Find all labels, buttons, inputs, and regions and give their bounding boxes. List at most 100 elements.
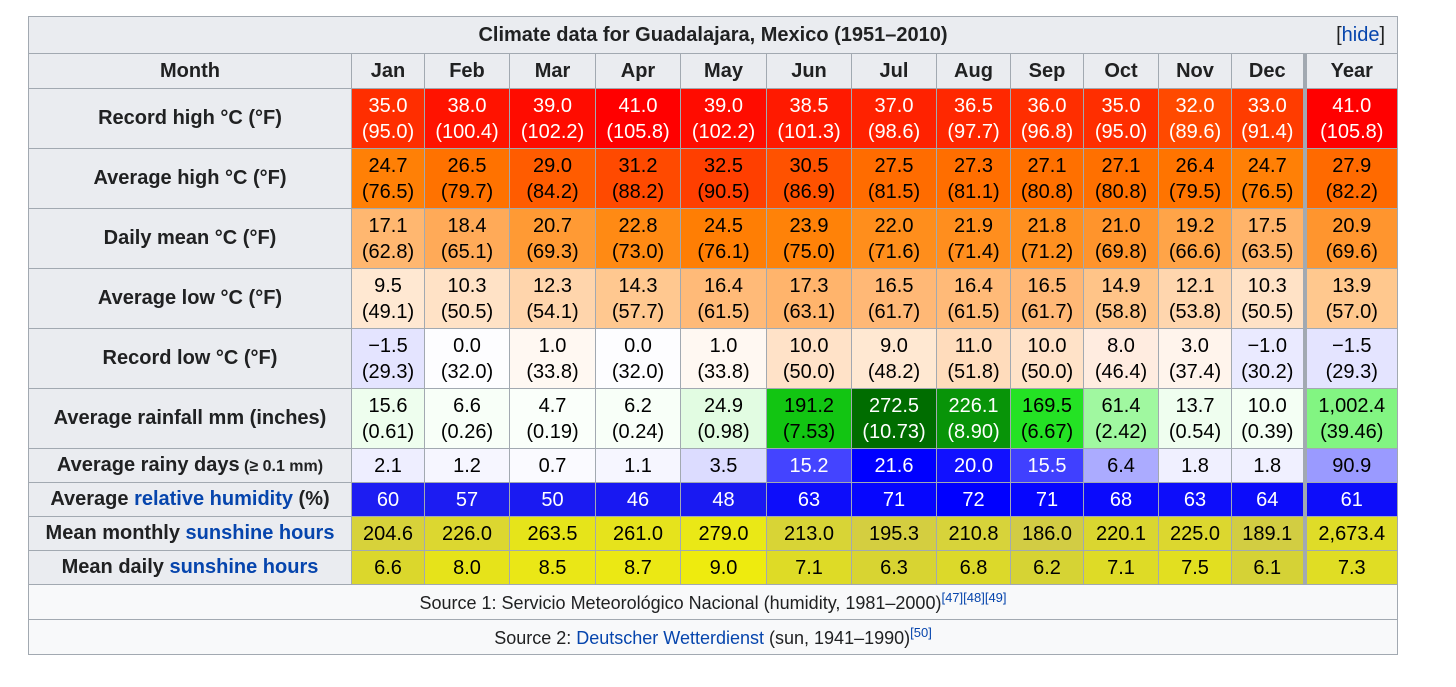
value-celsius: 29.0 xyxy=(533,154,572,177)
value-fahrenheit: (57.7) xyxy=(611,300,665,323)
year-value-cell: −1.5 (29.3) xyxy=(1302,328,1399,389)
value-cell: 189.1 xyxy=(1231,516,1305,551)
value-celsius: 10.0 xyxy=(789,334,829,357)
source-2: Source 2: Deutscher Wetterdienst (sun, 1… xyxy=(27,619,1399,655)
row-label-prefix: Mean monthly xyxy=(45,522,186,544)
value-celsius: −1.5 xyxy=(368,334,408,357)
ref-50-link[interactable]: [50] xyxy=(910,625,932,640)
value-cell: 71 xyxy=(1010,482,1084,517)
value-cell: 63 xyxy=(766,482,852,517)
value-cell: 21.6 xyxy=(851,448,937,483)
value-fahrenheit: (29.3) xyxy=(1325,360,1378,383)
year-value-cell: 27.9 (82.2) xyxy=(1302,148,1399,209)
value-fahrenheit: (79.7) xyxy=(440,180,494,203)
value-celsius: 22.0 xyxy=(874,214,914,237)
value-fahrenheit: (81.1) xyxy=(947,180,1000,203)
value-fahrenheit: (61.7) xyxy=(867,300,921,323)
value-cell: 3.5 xyxy=(680,448,767,483)
value-cell: 72 xyxy=(936,482,1011,517)
value-cell: 7.1 xyxy=(766,550,852,585)
hide-link[interactable]: hide xyxy=(1341,24,1380,46)
value-cell: 10.0 (50.0) xyxy=(1010,328,1084,389)
climate-table: Climate data for Guadalajara, Mexico (19… xyxy=(27,16,1399,655)
value-fahrenheit: (62.8) xyxy=(361,240,415,263)
value-cell: 6.4 xyxy=(1083,448,1159,483)
value-cell: 7.5 xyxy=(1158,550,1232,585)
row-label: Record high °C (°F) xyxy=(28,88,352,149)
month-header-mar: Mar xyxy=(509,53,596,89)
value-cell: 11.0 (51.8) xyxy=(936,328,1011,389)
value-cell: 10.0 (0.39) xyxy=(1231,388,1305,449)
value-fahrenheit: (76.1) xyxy=(697,240,750,263)
source-2-refs: [50] xyxy=(910,625,932,640)
value-celsius: 23.9 xyxy=(789,214,829,237)
value-cell: 9.0 xyxy=(680,550,767,585)
value-cell: 13.7 (0.54) xyxy=(1158,388,1232,449)
value-cell: 39.0 (102.2) xyxy=(680,88,767,149)
value-celsius: 3.0 xyxy=(1181,334,1209,357)
value-celsius: 37.0 xyxy=(874,94,914,117)
source-2-suffix: (sun, 1941–1990) xyxy=(764,628,911,648)
value-celsius: 9.0 xyxy=(880,334,908,357)
value-fahrenheit: (98.6) xyxy=(867,120,921,143)
value-cell: 36.5 (97.7) xyxy=(936,88,1011,149)
value-celsius: 21.9 xyxy=(954,214,993,237)
value-fahrenheit: (8.90) xyxy=(947,420,1000,443)
row-label: Mean monthly sunshine hours xyxy=(28,516,352,551)
row-label: Daily mean °C (°F) xyxy=(28,208,352,269)
value-cell: 1.0 (33.8) xyxy=(680,328,767,389)
value-fahrenheit: (50.0) xyxy=(782,360,836,383)
value-fahrenheit: (50.5) xyxy=(440,300,494,323)
value-fahrenheit: (96.8) xyxy=(1020,120,1074,143)
row-label-link[interactable]: sunshine hours xyxy=(185,522,335,544)
value-fahrenheit: (6.67) xyxy=(1020,420,1074,443)
value-fahrenheit: (0.26) xyxy=(440,420,494,443)
value-cell: −1.5 (29.3) xyxy=(351,328,425,389)
value-fahrenheit: (101.3) xyxy=(777,120,841,143)
value-celsius: 16.4 xyxy=(704,274,743,297)
table-title: Climate data for Guadalajara, Mexico (19… xyxy=(478,23,948,46)
row-label: Average high °C (°F) xyxy=(28,148,352,209)
value-cell: 6.6 xyxy=(351,550,425,585)
value-fahrenheit: (84.2) xyxy=(526,180,579,203)
row-label-link[interactable]: relative humidity xyxy=(134,488,293,510)
value-fahrenheit: (88.2) xyxy=(611,180,665,203)
value-celsius: 9.5 xyxy=(374,274,402,297)
value-cell: 18.4 (65.1) xyxy=(424,208,510,269)
value-fahrenheit: (0.54) xyxy=(1168,420,1222,443)
value-celsius: 36.5 xyxy=(954,94,993,117)
value-cell: 6.8 xyxy=(936,550,1011,585)
value-celsius: 15.6 xyxy=(368,394,408,417)
value-celsius: 27.1 xyxy=(1101,154,1141,177)
month-header-feb: Feb xyxy=(424,53,510,89)
month-header-apr: Apr xyxy=(595,53,681,89)
value-fahrenheit: (33.8) xyxy=(526,360,579,383)
month-header-jan: Jan xyxy=(351,53,425,89)
row-label: Average rainfall mm (inches) xyxy=(28,388,352,449)
month-header-aug: Aug xyxy=(936,53,1011,89)
table-row: Record low °C (°F) −1.5 (29.3) 0.0 (32.0) 1.0… xyxy=(28,328,1399,389)
value-fahrenheit: (82.2) xyxy=(1325,180,1378,203)
value-celsius: 11.0 xyxy=(954,334,993,357)
row-label-link[interactable]: sunshine hours xyxy=(169,556,319,578)
year-value-cell: 2,673.4 xyxy=(1302,516,1399,551)
value-fahrenheit: (73.0) xyxy=(611,240,665,263)
ref-47-link[interactable]: [47] xyxy=(941,590,964,605)
value-fahrenheit: (69.6) xyxy=(1325,240,1378,263)
value-celsius: 17.5 xyxy=(1247,214,1287,237)
ref-48-link[interactable]: [48] xyxy=(963,590,985,605)
value-celsius: −1.0 xyxy=(1247,334,1287,357)
row-label: Average relative humidity (%) xyxy=(28,482,352,517)
value-cell: 12.3 (54.1) xyxy=(509,268,596,329)
value-celsius: 1.0 xyxy=(538,334,567,357)
value-fahrenheit: (61.5) xyxy=(947,300,1000,323)
month-header: Month xyxy=(28,53,352,89)
value-fahrenheit: (100.4) xyxy=(435,120,499,143)
value-celsius: 33.0 xyxy=(1247,94,1287,117)
value-fahrenheit: (79.5) xyxy=(1168,180,1222,203)
deutscher-wetterdienst-link[interactable]: Deutscher Wetterdienst xyxy=(576,628,765,648)
value-cell: 272.5 (10.73) xyxy=(851,388,937,449)
value-celsius: 14.3 xyxy=(618,274,658,297)
ref-49-link[interactable]: [49] xyxy=(984,590,1007,605)
value-cell: 204.6 xyxy=(351,516,425,551)
